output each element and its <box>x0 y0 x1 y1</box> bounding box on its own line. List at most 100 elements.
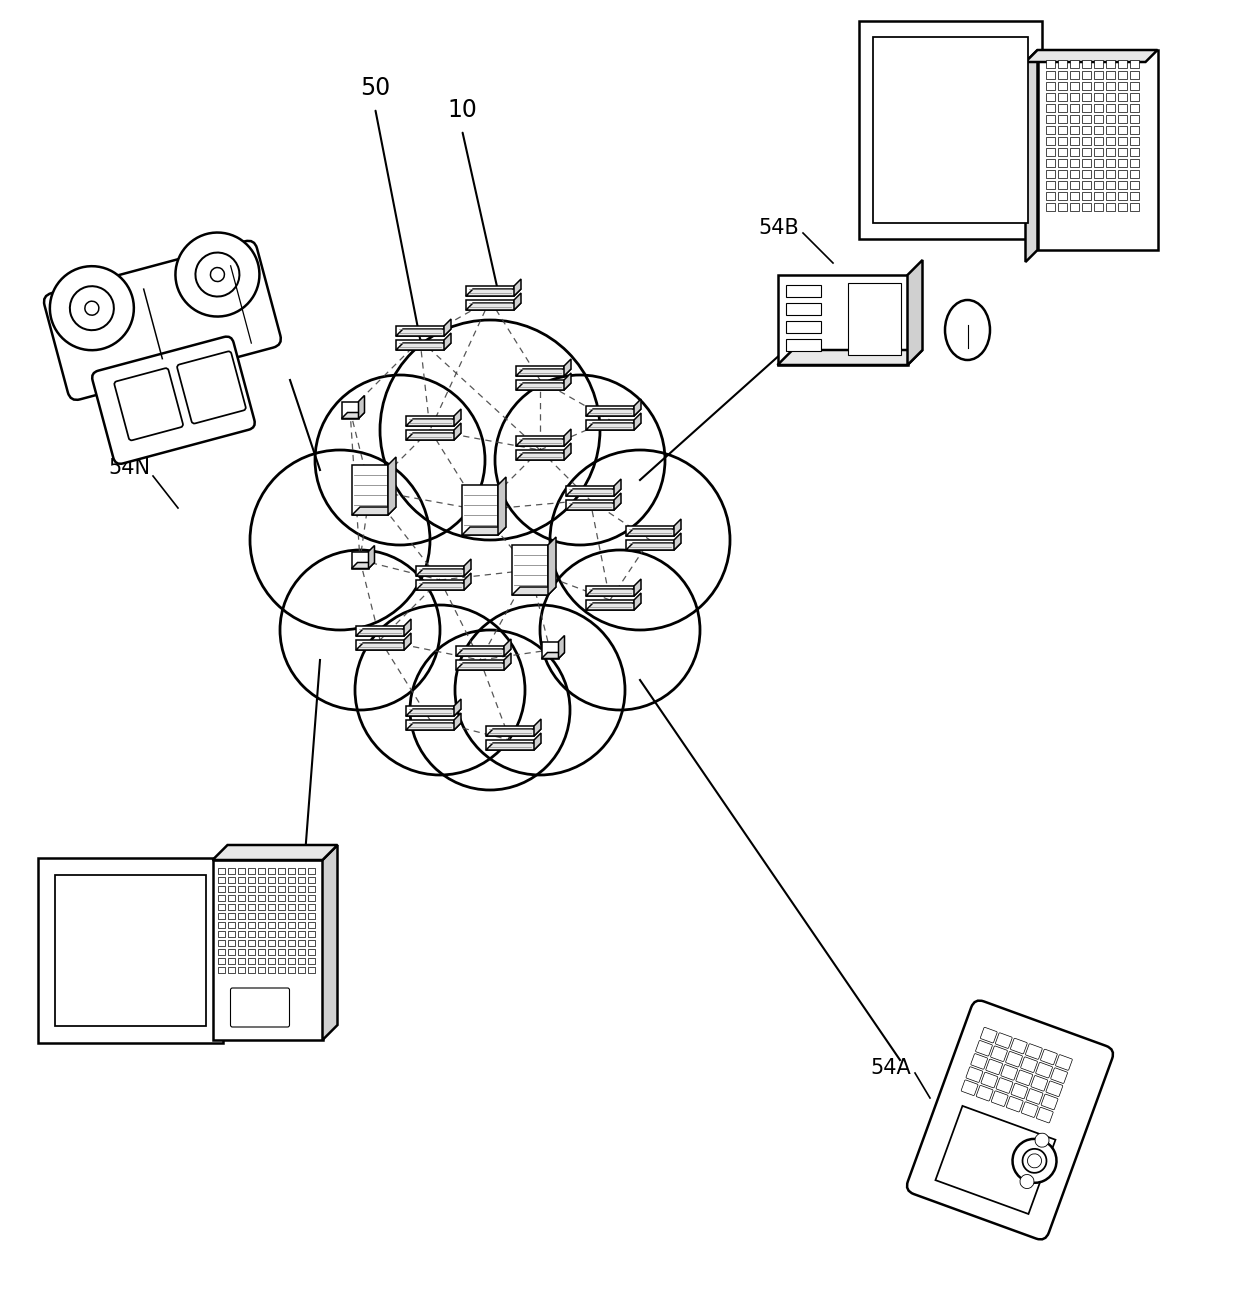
FancyBboxPatch shape <box>1030 1075 1048 1091</box>
Polygon shape <box>444 333 451 350</box>
FancyBboxPatch shape <box>238 958 244 963</box>
Polygon shape <box>358 396 365 418</box>
Polygon shape <box>675 533 681 549</box>
FancyBboxPatch shape <box>114 368 184 440</box>
FancyBboxPatch shape <box>258 868 264 874</box>
FancyBboxPatch shape <box>268 931 274 937</box>
FancyBboxPatch shape <box>217 913 224 919</box>
FancyBboxPatch shape <box>1106 72 1115 79</box>
FancyBboxPatch shape <box>1069 82 1079 90</box>
FancyBboxPatch shape <box>858 21 1042 240</box>
FancyBboxPatch shape <box>248 940 254 947</box>
FancyBboxPatch shape <box>1117 137 1126 145</box>
FancyBboxPatch shape <box>1094 72 1102 79</box>
FancyBboxPatch shape <box>248 922 254 928</box>
FancyBboxPatch shape <box>258 967 264 973</box>
Polygon shape <box>454 423 461 440</box>
FancyBboxPatch shape <box>1117 92 1126 102</box>
FancyBboxPatch shape <box>238 894 244 901</box>
Polygon shape <box>587 600 634 611</box>
FancyBboxPatch shape <box>217 940 224 947</box>
FancyBboxPatch shape <box>55 875 206 1026</box>
Polygon shape <box>464 573 471 590</box>
Polygon shape <box>405 417 454 426</box>
FancyBboxPatch shape <box>258 878 264 883</box>
FancyBboxPatch shape <box>298 894 305 901</box>
FancyBboxPatch shape <box>278 958 284 963</box>
FancyBboxPatch shape <box>268 885 274 892</box>
FancyBboxPatch shape <box>227 931 234 937</box>
FancyBboxPatch shape <box>1022 1101 1038 1117</box>
Polygon shape <box>454 713 461 730</box>
FancyBboxPatch shape <box>278 885 284 892</box>
FancyBboxPatch shape <box>1045 104 1054 112</box>
FancyBboxPatch shape <box>1130 60 1138 68</box>
FancyBboxPatch shape <box>217 922 224 928</box>
FancyBboxPatch shape <box>1117 115 1126 122</box>
FancyBboxPatch shape <box>1130 148 1138 156</box>
FancyBboxPatch shape <box>308 885 315 892</box>
FancyBboxPatch shape <box>1006 1052 1023 1068</box>
FancyBboxPatch shape <box>1001 1065 1018 1081</box>
Circle shape <box>495 375 665 546</box>
FancyBboxPatch shape <box>288 931 295 937</box>
FancyBboxPatch shape <box>298 868 305 874</box>
FancyBboxPatch shape <box>308 868 315 874</box>
FancyBboxPatch shape <box>1058 137 1066 145</box>
Polygon shape <box>464 559 471 575</box>
Polygon shape <box>356 643 410 650</box>
FancyBboxPatch shape <box>1094 82 1102 90</box>
FancyBboxPatch shape <box>981 1027 997 1043</box>
FancyBboxPatch shape <box>308 913 315 919</box>
FancyBboxPatch shape <box>1050 1068 1068 1083</box>
FancyBboxPatch shape <box>298 922 305 928</box>
Polygon shape <box>626 540 675 549</box>
FancyBboxPatch shape <box>268 894 274 901</box>
FancyBboxPatch shape <box>258 922 264 928</box>
FancyBboxPatch shape <box>1007 1096 1023 1112</box>
Polygon shape <box>466 286 515 296</box>
FancyBboxPatch shape <box>1094 191 1102 201</box>
FancyBboxPatch shape <box>278 949 284 954</box>
Polygon shape <box>396 342 451 350</box>
FancyBboxPatch shape <box>1130 92 1138 102</box>
Polygon shape <box>466 289 521 296</box>
FancyBboxPatch shape <box>1069 115 1079 122</box>
FancyBboxPatch shape <box>1058 191 1066 201</box>
FancyBboxPatch shape <box>248 949 254 954</box>
FancyBboxPatch shape <box>227 885 234 892</box>
Polygon shape <box>456 648 511 656</box>
FancyBboxPatch shape <box>217 958 224 963</box>
Polygon shape <box>516 439 570 447</box>
FancyBboxPatch shape <box>227 958 234 963</box>
FancyBboxPatch shape <box>1021 1057 1038 1073</box>
FancyBboxPatch shape <box>935 1105 1055 1213</box>
FancyBboxPatch shape <box>238 904 244 910</box>
FancyBboxPatch shape <box>1081 171 1090 178</box>
FancyBboxPatch shape <box>270 340 711 760</box>
FancyBboxPatch shape <box>268 913 274 919</box>
FancyBboxPatch shape <box>1058 181 1066 189</box>
FancyBboxPatch shape <box>1081 104 1090 112</box>
FancyBboxPatch shape <box>1117 181 1126 189</box>
FancyBboxPatch shape <box>258 894 264 901</box>
Polygon shape <box>404 618 410 635</box>
FancyBboxPatch shape <box>1117 203 1126 211</box>
FancyBboxPatch shape <box>37 858 222 1043</box>
FancyBboxPatch shape <box>785 322 821 333</box>
FancyBboxPatch shape <box>278 894 284 901</box>
FancyBboxPatch shape <box>1045 181 1054 189</box>
FancyBboxPatch shape <box>1081 203 1090 211</box>
FancyBboxPatch shape <box>1045 92 1054 102</box>
FancyBboxPatch shape <box>268 922 274 928</box>
FancyBboxPatch shape <box>1058 104 1066 112</box>
Circle shape <box>379 320 600 540</box>
FancyBboxPatch shape <box>1106 171 1115 178</box>
Circle shape <box>315 375 485 546</box>
Polygon shape <box>456 660 503 671</box>
FancyBboxPatch shape <box>258 885 264 892</box>
FancyBboxPatch shape <box>1058 82 1066 90</box>
Polygon shape <box>564 428 570 447</box>
FancyBboxPatch shape <box>248 967 254 973</box>
FancyBboxPatch shape <box>1130 137 1138 145</box>
